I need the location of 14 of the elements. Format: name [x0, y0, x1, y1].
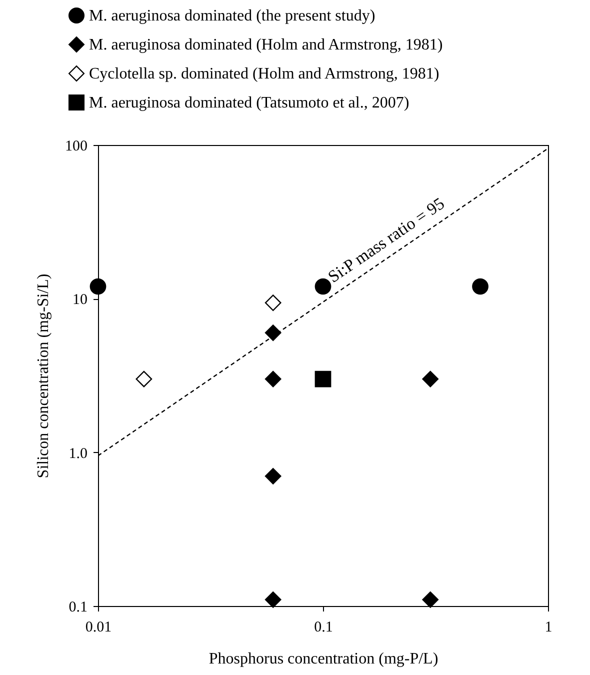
- y-tick-label: 10: [72, 292, 88, 308]
- y-tick-label: 0.1: [68, 600, 88, 616]
- legend-label: Cyclotella sp. dominated (Holm and Armstrong, 1981): [89, 66, 440, 82]
- legend-label: M. aeruginosa dominated (Tatsumoto et al., 2007): [89, 94, 410, 112]
- x-axis-title: Phosphorus concentration (mg-P/L): [208, 650, 438, 668]
- y-axis-title: Silicon concentration (mg-Si/L): [35, 274, 52, 478]
- x-tick-label: 0.01: [85, 620, 112, 636]
- y-tick-label: 100: [65, 138, 88, 154]
- legend-label: M. aeruginosa dominated (Holm and Armstrong, 1981): [89, 36, 443, 54]
- annotation: Si:P mass ratio = 95: [324, 194, 448, 286]
- y-tick-label: 1.0: [68, 446, 88, 462]
- x-tick-label: 0.1: [314, 620, 333, 636]
- legend-label: M. aeruginosa dominated (the present study): [89, 8, 376, 24]
- x-tick-label: 1: [544, 620, 552, 636]
